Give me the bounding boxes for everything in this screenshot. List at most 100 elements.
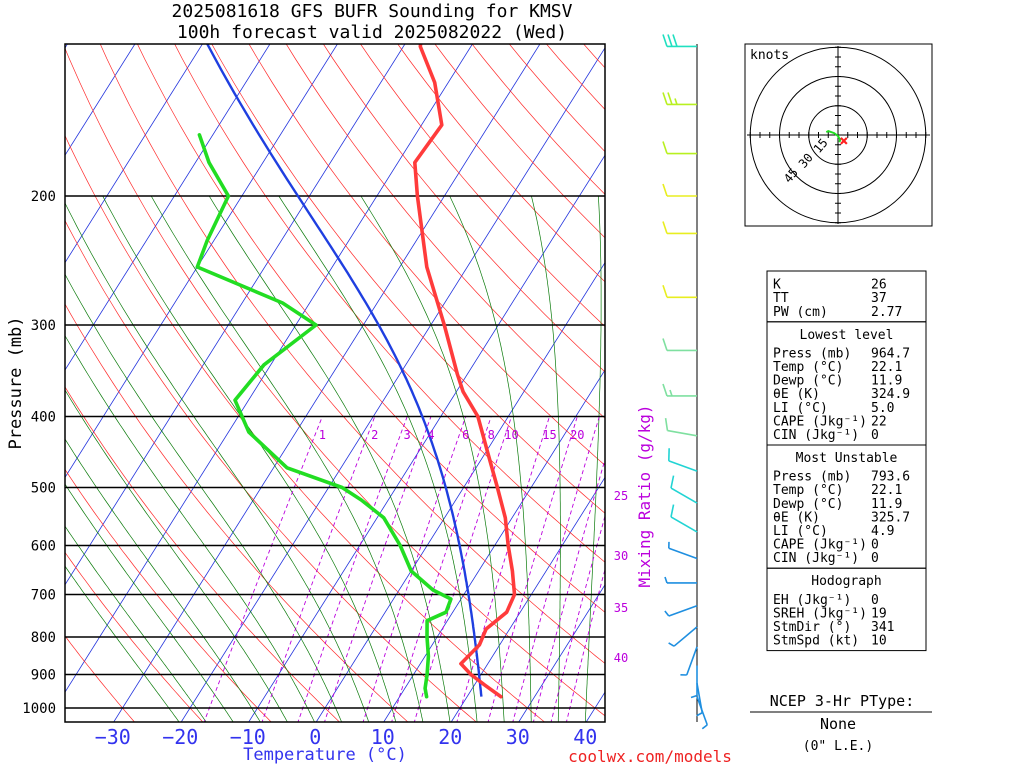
wind-barb-half-flag [669, 643, 674, 646]
plot-frame [65, 44, 605, 722]
x-tick-label: 40 [573, 725, 597, 749]
wind-barb-half-flag [675, 98, 677, 104]
wind-barb-half-flag [665, 577, 667, 583]
wind-barb-staff [671, 488, 697, 503]
moist-adiabat [103, 196, 397, 724]
wind-barb [663, 142, 697, 154]
mixing-ratio-tick: 10 [504, 428, 518, 442]
wind-barb-staff [674, 627, 697, 646]
mixing-ratio-line [512, 417, 599, 724]
wind-barb-half-flag [670, 390, 672, 396]
y-tick-label: 1000 [22, 701, 56, 717]
isotherm-line [0, 0, 246, 724]
y-tick-label: 600 [31, 538, 56, 554]
y-tick-label: 200 [31, 189, 56, 205]
moist-adiabat [0, 196, 180, 724]
wind-barb [665, 577, 697, 583]
mixing-ratio-line [456, 417, 549, 724]
mixing-ratio-tick: 35 [614, 601, 628, 615]
hodograph-units: knots [750, 48, 789, 63]
wind-barb-flag [663, 34, 667, 46]
mixing-ratio-tick: 40 [614, 651, 628, 665]
mixing-ratio-tick: 6 [462, 428, 469, 442]
wind-barb-staff [669, 461, 697, 471]
wind-barb [680, 647, 697, 675]
title-line2: 100h forecast valid 2025082022 (Wed) [177, 22, 567, 43]
wind-barb-flag [663, 142, 667, 154]
ptype-value: None [820, 715, 856, 733]
wind-barb [663, 92, 697, 104]
x-tick-label: −20 [162, 725, 198, 749]
wind-barb [671, 476, 697, 503]
mixing-ratio-tick: 4 [427, 428, 434, 442]
mixing-ratio-line [551, 417, 634, 724]
isotherm-line [180, 0, 650, 724]
table-value: 0 [871, 428, 879, 443]
wind-barb-staff [669, 548, 697, 558]
isotherm-line [248, 0, 718, 724]
wind-barb [666, 418, 697, 436]
x-axis-label: Temperature (°C) [243, 745, 407, 765]
table-label: CIN (Jkg⁻¹) [773, 551, 859, 566]
wind-barb [663, 384, 697, 396]
wind-barb-flag [668, 34, 672, 46]
wind-barb-half-flag [691, 696, 697, 698]
mixing-ratio-label: Mixing Ratio (g/kg) [635, 404, 654, 587]
dry-adiabat [37, 0, 615, 724]
table-value: 0 [871, 551, 879, 566]
dry-adiabat [0, 0, 478, 724]
mixing-ratio-line [488, 417, 578, 724]
footer-site: coolwx.com/models [568, 747, 732, 766]
wind-barb-flag [671, 505, 674, 517]
isotherm-line [113, 0, 583, 724]
table-value: 2.77 [871, 305, 902, 320]
mixing-ratio-tick: 30 [614, 549, 628, 563]
wind-barb-half-flag [702, 725, 707, 729]
table-label: CIN (Jkg⁻¹) [773, 428, 859, 443]
dry-adiabat [0, 0, 273, 724]
wind-barb [663, 184, 697, 196]
mixing-ratio-tick: 2 [371, 428, 378, 442]
x-tick-label: 20 [438, 725, 462, 749]
mixing-ratio-tick: 3 [404, 428, 411, 442]
wind-barb [665, 606, 697, 616]
wind-barb [663, 221, 697, 233]
most-unstable-header: Most Unstable [796, 451, 898, 466]
x-tick-label: −30 [95, 725, 131, 749]
mixing-ratio-tick: 1 [319, 428, 326, 442]
mixing-ratio-tick: 8 [488, 428, 495, 442]
moist-adiabat [26, 196, 342, 724]
wind-barb-flag [663, 285, 667, 297]
wind-barb [691, 666, 697, 698]
wind-barb [669, 627, 697, 646]
table-label: StmSpd (kt) [773, 634, 859, 649]
wind-barb [663, 34, 697, 46]
y-axis-label: Pressure (mb) [6, 316, 26, 449]
wind-barb-flag [663, 338, 667, 350]
mixing-ratio-line [204, 417, 323, 724]
isotherm-line [315, 0, 785, 724]
wind-barb [663, 285, 697, 297]
hodograph-table-header: Hodograph [811, 574, 881, 589]
wind-barb [671, 505, 697, 532]
wind-barb-flag [666, 418, 668, 431]
isotherm-line [0, 0, 381, 724]
ptype-header: NCEP 3-Hr PType: [770, 692, 915, 710]
wind-barb-staff [667, 431, 697, 436]
wind-barb-flag [671, 476, 674, 488]
isotherm-line [0, 0, 178, 724]
y-tick-label: 800 [31, 630, 56, 646]
dry-adiabat [2, 0, 547, 724]
profiles [197, 0, 514, 697]
wind-barb-flag [663, 221, 667, 233]
y-tick-label: 700 [31, 588, 56, 604]
y-tick-label: 400 [31, 410, 56, 426]
mixing-ratio-tick: 20 [570, 428, 584, 442]
wind-barb [669, 542, 697, 559]
y-tick-label: 900 [31, 667, 56, 683]
isotherm-line [0, 0, 448, 724]
